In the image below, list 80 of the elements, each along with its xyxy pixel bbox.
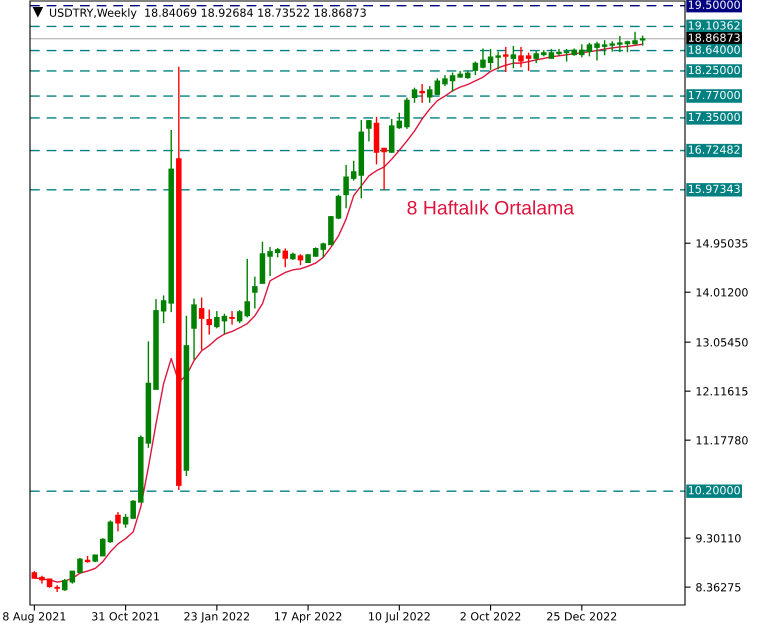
candlestick	[450, 72, 456, 93]
ref-line-label: 19.10362	[688, 21, 740, 30]
candlestick	[510, 45, 516, 70]
candlestick	[229, 310, 235, 326]
x-tick-label: 2 Oct 2022	[460, 612, 520, 621]
ref-line-label: 18.25000	[688, 66, 740, 74]
y-tick-label: 13.05450	[696, 338, 748, 347]
x-tick-label: 10 Jul 2022	[369, 612, 430, 623]
candlestick	[412, 86, 418, 104]
candlestick	[609, 40, 615, 52]
ref-line-label: 17.35000	[688, 112, 740, 122]
candlestick	[350, 160, 356, 182]
candlestick	[442, 74, 448, 87]
candlestick	[267, 246, 273, 277]
candlestick	[198, 296, 204, 350]
ref-line-label: 18.64000	[688, 45, 740, 54]
y-tick-label: 14.01200	[696, 288, 748, 297]
candlestick	[336, 194, 342, 220]
candlestick	[533, 50, 539, 64]
candlestick	[282, 248, 288, 268]
candlestick	[548, 48, 554, 60]
candlestick	[222, 313, 228, 335]
ref-line-label: 17.77000	[688, 90, 740, 100]
ref-line-label: 18.86873	[688, 33, 740, 42]
y-tick-label: 8.36275	[696, 583, 740, 592]
candlestick	[426, 85, 432, 104]
y-tick-label: 14.95035	[696, 239, 748, 248]
candlestick	[480, 48, 486, 70]
candlestick	[632, 31, 638, 46]
candlestick	[366, 119, 372, 142]
x-tick-label: 31 Oct 2021	[92, 612, 159, 621]
candlestick	[343, 164, 349, 209]
candlestick	[244, 258, 250, 318]
candlestick	[115, 511, 121, 532]
candlestick	[160, 294, 166, 324]
candlestick	[495, 50, 501, 70]
candlestick	[434, 78, 440, 96]
candlestick	[252, 276, 258, 310]
candlestick	[488, 48, 494, 71]
candlestick	[503, 46, 509, 73]
candlestick	[130, 499, 136, 520]
candlestick	[206, 308, 212, 336]
ref-line-label: 15.97343	[688, 184, 740, 194]
ref-line-label: 19.50000	[688, 0, 740, 9]
candlestick	[298, 253, 304, 266]
candlestick	[579, 44, 585, 58]
candlestick	[236, 309, 242, 324]
candlestick	[602, 39, 608, 56]
y-tick-label: 12.11615	[696, 387, 748, 396]
candlestick	[472, 60, 478, 76]
ref-line-label: 10.20000	[688, 486, 740, 494]
candlestick	[214, 310, 220, 330]
candlestick	[77, 557, 83, 574]
candlestick	[320, 242, 326, 258]
candlestick	[70, 570, 76, 584]
candlestick	[62, 578, 68, 592]
x-tick-label: 23 Jan 2022	[184, 612, 250, 623]
ref-line-label: 16.72482	[688, 145, 740, 154]
candlestick	[274, 247, 280, 258]
candlestick	[191, 298, 197, 360]
text: USDTRY,Weekly 18.84069 18.92684 18.73522 18.86873	[50, 8, 366, 19]
candlestick	[312, 246, 318, 258]
x-tick-label: 17 Apr 2022	[274, 612, 342, 623]
x-tick-label: 25 Dec 2022	[547, 612, 616, 621]
text: 8 Haftalık Ortalama	[407, 200, 574, 215]
candlestick	[586, 42, 592, 58]
candlestick	[381, 148, 387, 191]
x-tick-label: 8 Aug 2021	[3, 612, 66, 623]
candlestick	[419, 83, 425, 104]
candlestick	[564, 48, 570, 62]
candlestick	[108, 520, 114, 544]
candlestick	[640, 34, 646, 46]
candlestick	[526, 52, 532, 72]
y-tick-label: 11.17780	[696, 436, 748, 445]
candlestick	[100, 537, 106, 557]
candlestick	[518, 46, 524, 68]
y-tick-label: 9.30110	[696, 534, 741, 542]
candlestick	[122, 513, 128, 528]
candlestick	[594, 41, 600, 62]
candlestick	[396, 112, 402, 130]
